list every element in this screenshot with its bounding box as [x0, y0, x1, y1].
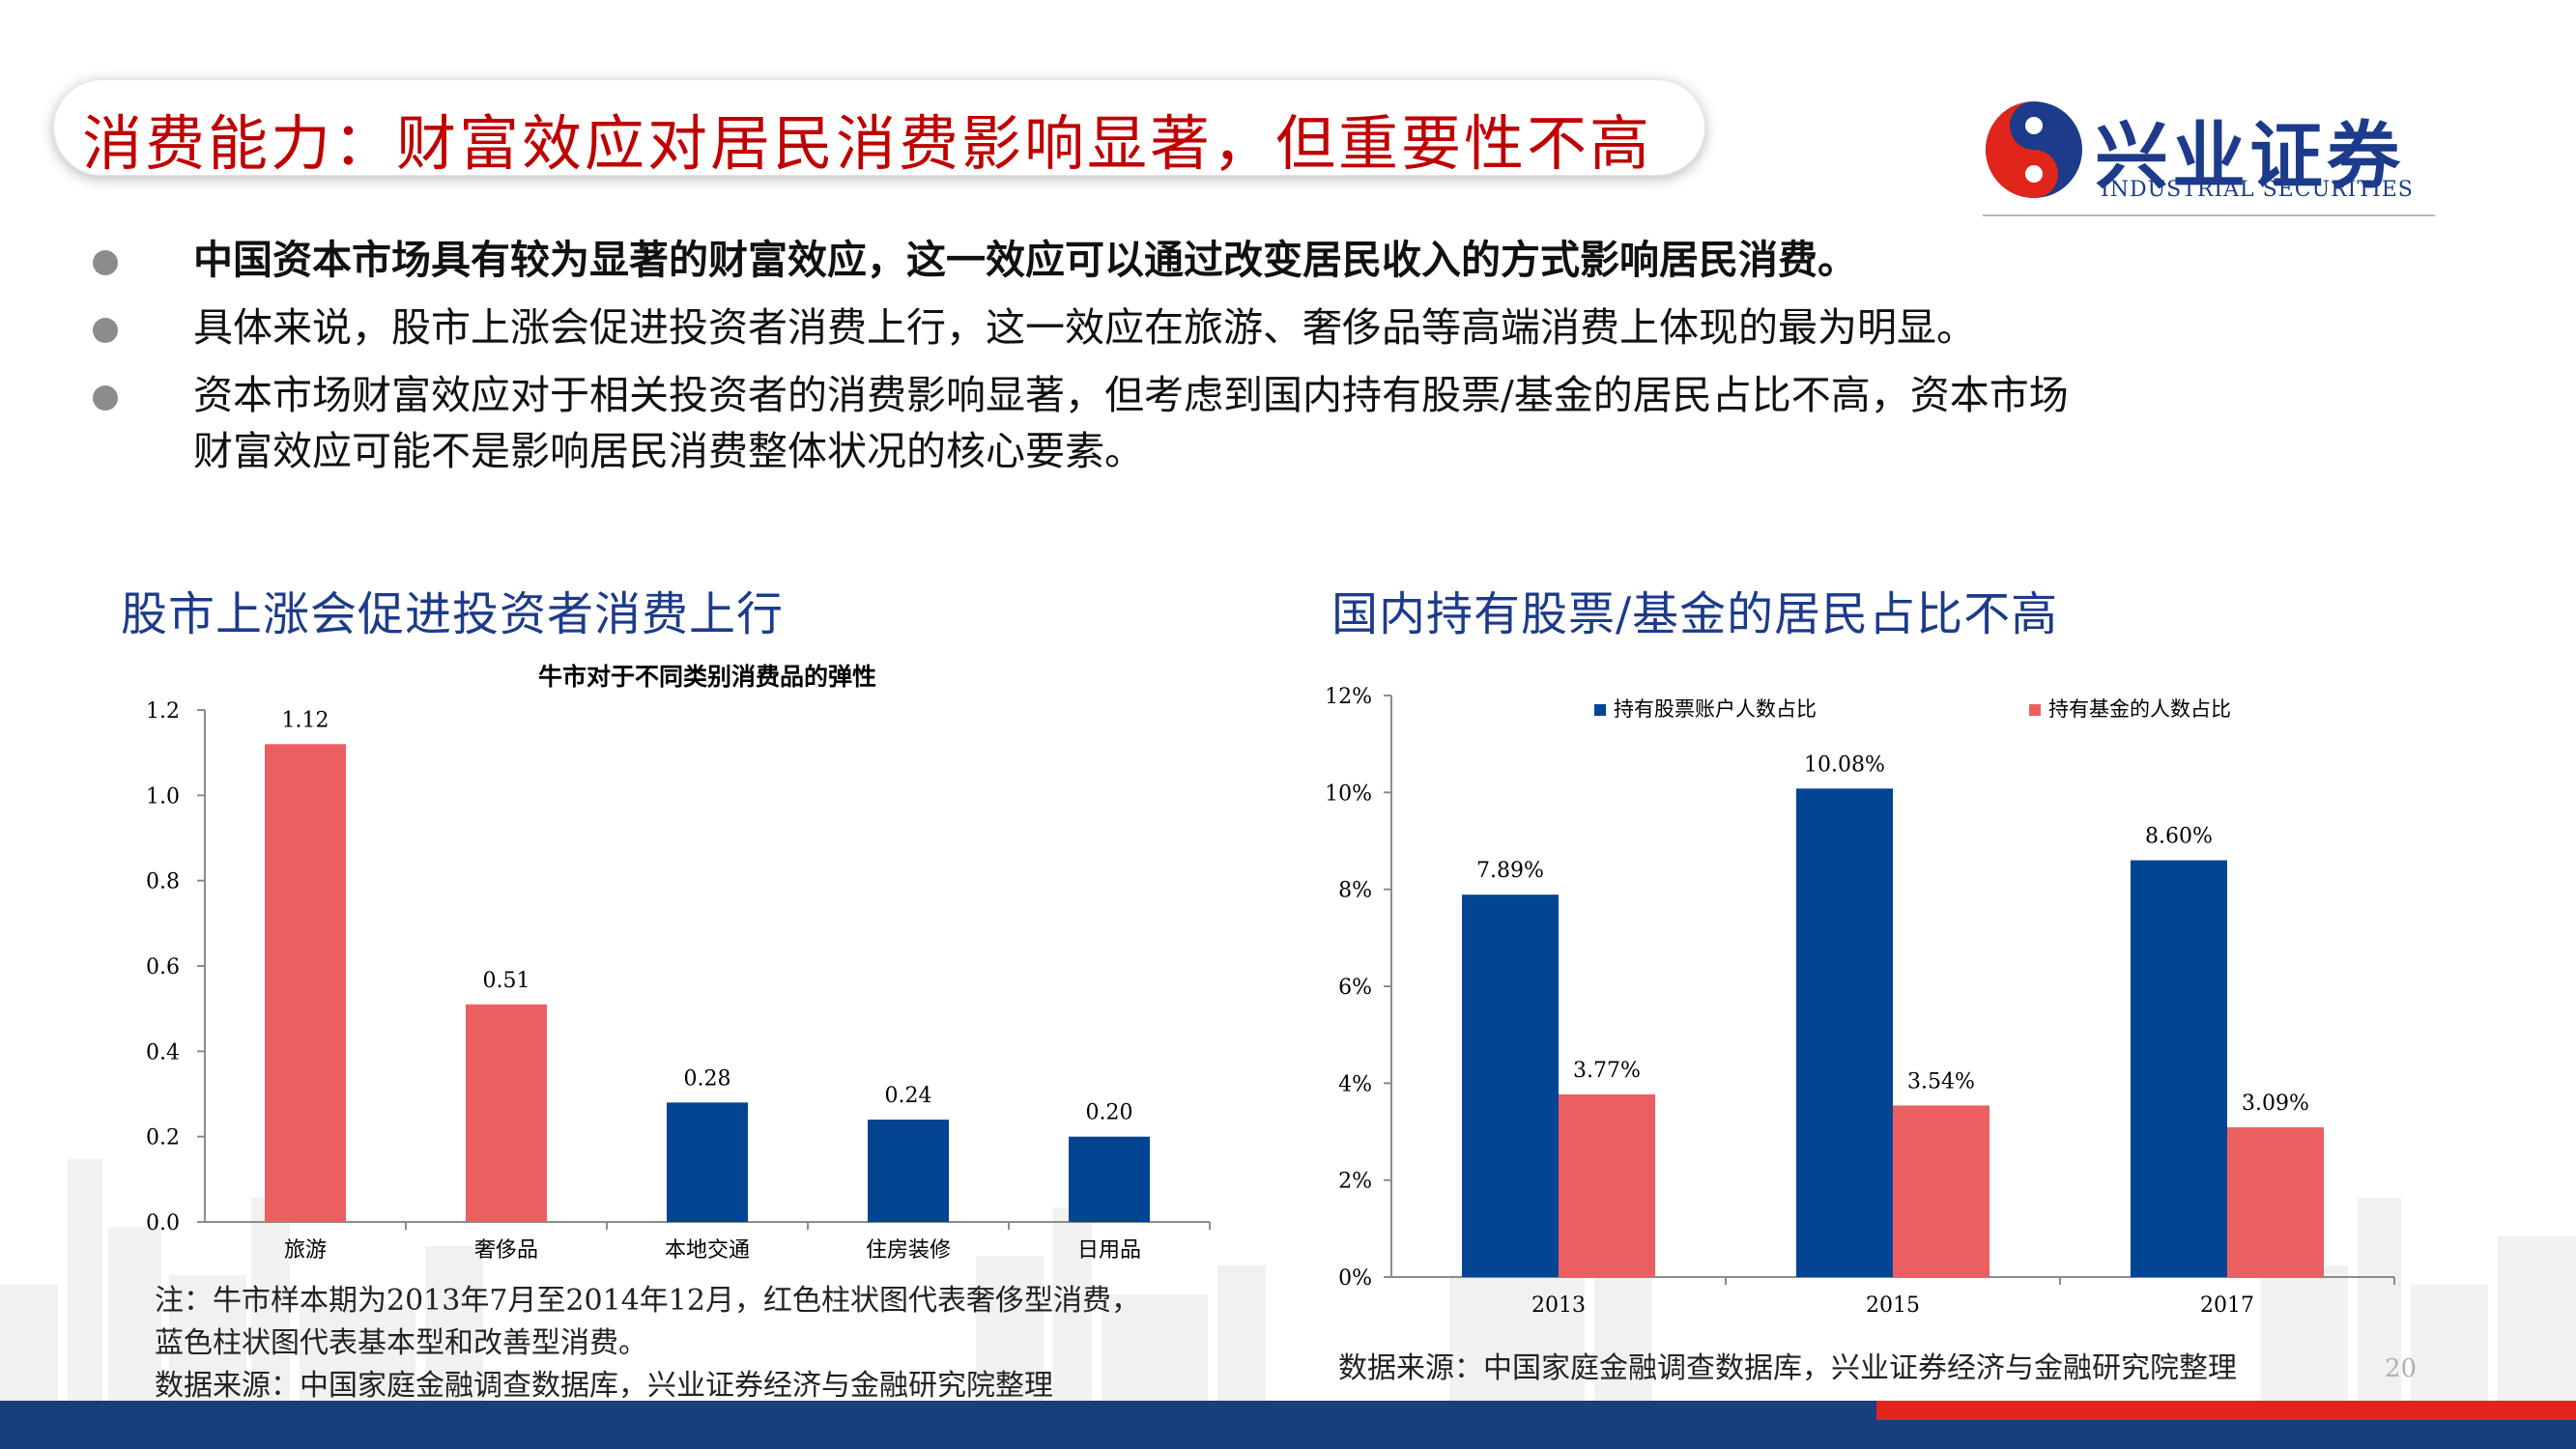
y-tick-label: 8%: [1338, 879, 1372, 903]
bar: [1559, 1094, 1655, 1277]
y-tick-label: 12%: [1325, 685, 1372, 709]
bar: [2131, 860, 2227, 1277]
y-tick-label: 2%: [1338, 1170, 1372, 1194]
bullet-dot: [93, 250, 118, 275]
data-label: 0.28: [684, 1066, 731, 1091]
bar: [1796, 788, 1893, 1277]
right-section-title: 国内持有股票/基金的居民占比不高: [1331, 587, 2059, 641]
note-line: 蓝色柱状图代表基本型和改善型消费。: [155, 1326, 647, 1360]
logo-english-text: INDUSTRIAL SECURITIES: [2101, 178, 2414, 202]
x-tick-label: 2013: [1531, 1293, 1586, 1318]
logo-chinese-text: 兴业证券: [2095, 113, 2404, 199]
bar: [868, 1120, 949, 1222]
data-label: 7.89%: [1476, 859, 1544, 883]
legend-label: 持有股票账户人数占比: [1614, 697, 1817, 721]
data-label: 0.51: [483, 969, 530, 993]
slide-title: 消费能力：财富效应对居民消费影响显著，但重要性不高: [82, 108, 1653, 179]
y-tick-label: 0%: [1338, 1266, 1372, 1291]
company-logo: 兴业证券 INDUSTRIAL SECURITIES: [1981, 97, 2445, 213]
right-chart-source: 数据来源：中国家庭金融调查数据库，兴业证券经济与金融研究院整理: [1338, 1351, 2237, 1385]
left-chart-note: 注：牛市样本期为2013年7月至2014年12月，红色柱状图代表奢侈型消费， 蓝…: [155, 1280, 1140, 1407]
y-tick-label: 0.8: [146, 870, 180, 895]
bullet-list: 中国资本市场具有较为显著的财富效应，这一效应可以通过改变居民收入的方式影响居民消…: [89, 232, 2524, 491]
y-tick-label: 0.0: [146, 1211, 180, 1236]
bullet-dot: [93, 385, 118, 411]
x-tick-label: 2015: [1866, 1293, 1920, 1318]
data-label: 10.08%: [1804, 753, 1885, 777]
bar: [1462, 895, 1559, 1277]
y-tick-label: 0.2: [146, 1126, 180, 1151]
footer-accent-bar: [1876, 1401, 2576, 1420]
legend-label: 持有基金的人数占比: [2048, 697, 2231, 721]
data-label: 1.12: [282, 708, 329, 732]
y-tick-label: 4%: [1338, 1072, 1372, 1096]
x-tick-label: 住房装修: [866, 1238, 951, 1263]
y-tick-label: 1.0: [146, 784, 180, 809]
bullet-item: 具体来说，股市上涨会促进投资者消费上行，这一效应在旅游、奢侈品等高端消费上体现的…: [89, 299, 2524, 355]
y-tick-label: 0.4: [146, 1040, 180, 1065]
skyline-background: [0, 1159, 2576, 1410]
bullet-dot: [93, 318, 118, 343]
x-tick-label: 奢侈品: [474, 1238, 538, 1263]
y-tick-label: 0.6: [146, 955, 180, 980]
left-section-title: 股市上涨会促进投资者消费上行: [121, 587, 785, 641]
bar: [466, 1004, 547, 1222]
data-label: 3.54%: [1907, 1069, 1975, 1094]
holding-share-bar-chart: 0% 2% 4% 6% 8% 10% 12% 持有股票账户人数占比 持有基金的人数占比 7.89%…: [1325, 685, 2395, 1318]
x-tick-label: 旅游: [284, 1238, 327, 1263]
y-tick-label: 10%: [1325, 781, 1372, 806]
y-tick-label: 1.2: [146, 699, 180, 724]
legend-swatch: [1594, 704, 1606, 716]
data-label: 0.20: [1086, 1101, 1133, 1125]
bar: [667, 1102, 748, 1222]
legend-swatch: [2029, 704, 2041, 716]
data-label: 0.24: [885, 1084, 932, 1108]
data-label: 8.60%: [2145, 825, 2213, 849]
note-line: 数据来源：中国家庭金融调查数据库，兴业证券经济与金融研究院整理: [155, 1369, 1053, 1403]
data-label: 3.09%: [2242, 1092, 2309, 1116]
bullet-text: 资本市场财富效应对于相关投资者的消费影响显著，但考虑到国内持有股票/基金的居民占…: [193, 372, 2069, 418]
page-number: 20: [2385, 1354, 2418, 1383]
bullet-text-continued: 财富效应可能不是影响居民消费整体状况的核心要素。: [193, 428, 1144, 474]
x-tick-label: 2017: [2200, 1293, 2254, 1318]
x-tick-label: 本地交通: [665, 1238, 750, 1263]
bullet-item: 中国资本市场具有较为显著的财富效应，这一效应可以通过改变居民收入的方式影响居民消…: [89, 232, 2524, 288]
bullet-text: 中国资本市场具有较为显著的财富效应，这一效应可以通过改变居民收入的方式影响居民消…: [193, 237, 1857, 283]
note-line: 注：牛市样本期为2013年7月至2014年12月，红色柱状图代表奢侈型消费，: [155, 1284, 1140, 1318]
bar: [1069, 1136, 1150, 1222]
logo-swirl-icon: [1986, 101, 2082, 198]
y-tick-label: 6%: [1338, 976, 1372, 1000]
header-divider: [1983, 214, 2435, 216]
bullet-item: 资本市场财富效应对于相关投资者的消费影响显著，但考虑到国内持有股票/基金的居民占…: [89, 367, 2524, 479]
bar: [265, 744, 346, 1222]
elasticity-bar-chart: 牛市对于不同类别消费品的弹性 0.0 0.2 0.4 0.6 0.8 1.0 1.2 1.12 旅…: [146, 663, 1211, 1263]
slide-title-banner: 消费能力：财富效应对居民消费影响显著，但重要性不高: [53, 79, 1705, 179]
bar: [1893, 1105, 1989, 1277]
bullet-text: 具体来说，股市上涨会促进投资者消费上行，这一效应在旅游、奢侈品等高端消费上体现的…: [193, 304, 1976, 351]
data-label: 3.77%: [1573, 1059, 1641, 1083]
chart-title: 牛市对于不同类别消费品的弹性: [538, 663, 876, 691]
x-tick-label: 日用品: [1077, 1238, 1141, 1263]
bar: [2227, 1126, 2324, 1277]
